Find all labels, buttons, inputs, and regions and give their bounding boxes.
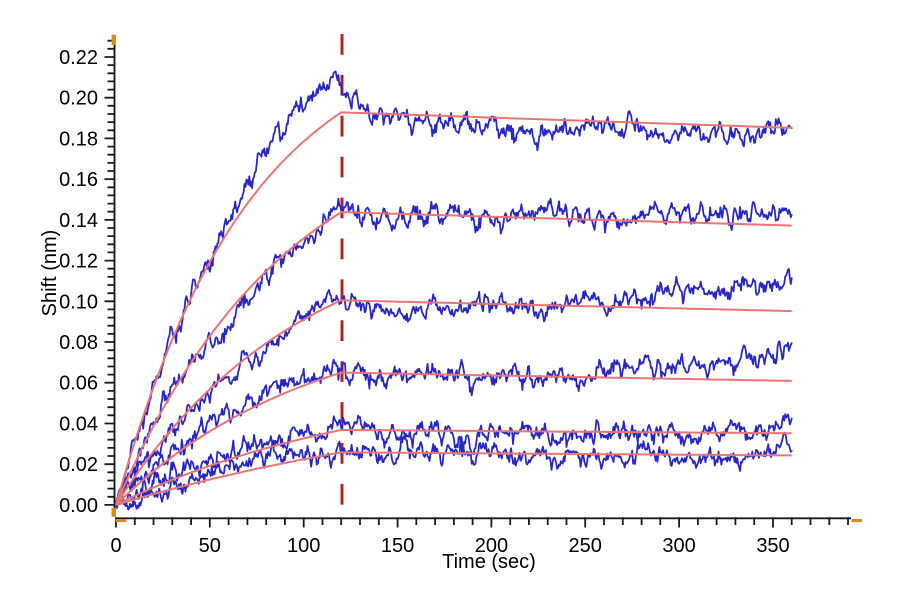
svg-text:0.06: 0.06 bbox=[59, 373, 98, 395]
svg-text:0.04: 0.04 bbox=[59, 414, 98, 436]
svg-text:0.16: 0.16 bbox=[59, 169, 98, 191]
svg-text:300: 300 bbox=[662, 535, 695, 557]
svg-text:0.10: 0.10 bbox=[59, 291, 98, 313]
svg-text:250: 250 bbox=[569, 535, 602, 557]
svg-text:0.12: 0.12 bbox=[59, 251, 98, 273]
svg-text:0.18: 0.18 bbox=[59, 128, 98, 150]
svg-text:150: 150 bbox=[381, 535, 414, 557]
svg-text:0: 0 bbox=[110, 535, 121, 557]
svg-text:200: 200 bbox=[475, 535, 508, 557]
svg-text:350: 350 bbox=[756, 535, 789, 557]
svg-text:0.20: 0.20 bbox=[59, 88, 98, 110]
svg-text:0.14: 0.14 bbox=[59, 210, 98, 232]
svg-text:0.08: 0.08 bbox=[59, 332, 98, 354]
svg-text:Time (sec): Time (sec) bbox=[442, 551, 536, 573]
svg-text:100: 100 bbox=[287, 535, 320, 557]
svg-text:0.22: 0.22 bbox=[59, 47, 98, 69]
svg-text:Shift (nm): Shift (nm) bbox=[39, 230, 61, 317]
svg-text:0.02: 0.02 bbox=[59, 454, 98, 476]
svg-text:50: 50 bbox=[199, 535, 221, 557]
svg-text:0.00: 0.00 bbox=[59, 495, 98, 517]
